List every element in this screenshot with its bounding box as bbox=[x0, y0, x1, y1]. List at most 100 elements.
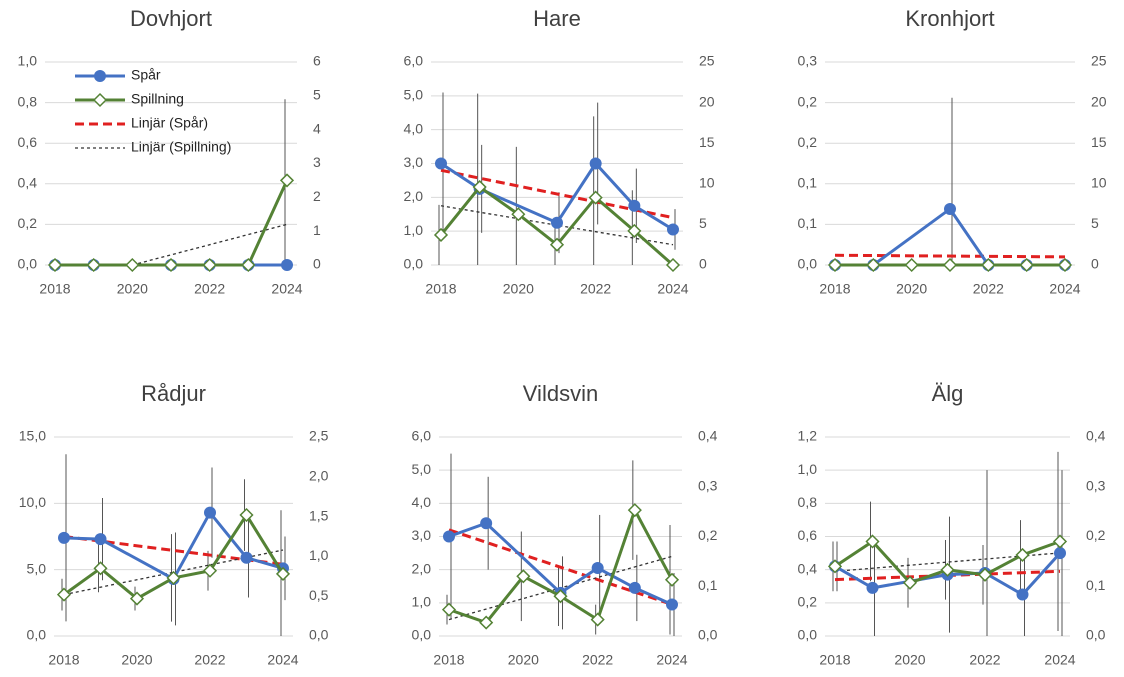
x-tick-label: 2024 bbox=[271, 281, 302, 297]
y-tick-label: 0,6 bbox=[798, 527, 818, 543]
trend-line bbox=[132, 223, 288, 266]
x-tick-label: 2020 bbox=[117, 281, 148, 297]
y-tick-label: 0,8 bbox=[798, 494, 818, 510]
marker bbox=[590, 612, 605, 627]
marker bbox=[56, 587, 72, 602]
y-tick-label: 6,0 bbox=[412, 428, 432, 444]
marker bbox=[279, 173, 295, 188]
marker bbox=[281, 259, 293, 271]
trend-line bbox=[834, 253, 1066, 259]
marker bbox=[204, 506, 216, 519]
y-tick-label: 0,0 bbox=[18, 256, 38, 272]
x-tick-label: 2022 bbox=[580, 281, 611, 297]
y2-tick-label: 1,5 bbox=[309, 507, 329, 523]
x-tick-label: 2018 bbox=[48, 652, 79, 668]
y-tick-label: 0,0 bbox=[798, 627, 818, 643]
marker bbox=[479, 615, 494, 630]
legend-label: Linjär (Spillning) bbox=[131, 139, 231, 155]
y-tick-label: 0,0 bbox=[412, 627, 432, 643]
legend-marker bbox=[92, 92, 108, 108]
y-tick-label: 4,0 bbox=[404, 120, 424, 136]
marker bbox=[553, 589, 568, 604]
y-tick-label: 5,0 bbox=[412, 461, 432, 477]
marker bbox=[435, 157, 447, 170]
y2-tick-label: 0,2 bbox=[1086, 527, 1106, 543]
marker bbox=[433, 227, 449, 243]
x-tick-label: 2018 bbox=[819, 652, 850, 668]
y2-tick-label: 0,1 bbox=[1086, 577, 1106, 593]
legend-label: Linjär (Spår) bbox=[131, 115, 208, 131]
marker bbox=[1057, 257, 1073, 273]
y2-tick-label: 20 bbox=[699, 93, 715, 109]
y-tick-label: 1,0 bbox=[404, 222, 424, 238]
marker bbox=[480, 517, 493, 530]
marker bbox=[1019, 257, 1034, 273]
marker bbox=[628, 581, 641, 594]
marker bbox=[516, 569, 531, 584]
marker bbox=[441, 602, 457, 617]
marker bbox=[627, 223, 642, 238]
marker bbox=[125, 257, 140, 273]
trend-line bbox=[448, 528, 673, 606]
marker bbox=[93, 561, 108, 576]
x-tick-label: 2024 bbox=[1049, 281, 1080, 297]
x-tick-label: 2022 bbox=[194, 281, 225, 297]
y-tick-label: 0,2 bbox=[18, 215, 38, 231]
y2-tick-label: 25 bbox=[699, 53, 715, 69]
y2-tick-label: 1 bbox=[313, 222, 321, 238]
y-tick-label: 2,0 bbox=[404, 188, 424, 204]
y-tick-label: 1,2 bbox=[798, 428, 818, 444]
y2-tick-label: 0,0 bbox=[309, 627, 329, 643]
y2-tick-label: 0,1 bbox=[698, 577, 718, 593]
marker bbox=[1015, 547, 1030, 562]
y2-tick-label: 15 bbox=[699, 134, 715, 150]
marker bbox=[240, 551, 253, 564]
marker bbox=[58, 531, 70, 544]
y2-tick-label: 0,4 bbox=[698, 428, 718, 444]
chart-title: Älg bbox=[932, 381, 964, 406]
x-tick-label: 2022 bbox=[969, 652, 1000, 668]
marker bbox=[667, 223, 679, 236]
chart-title: Vildsvin bbox=[523, 381, 598, 406]
y-tick-label: 0,4 bbox=[18, 175, 38, 191]
marker bbox=[865, 534, 880, 549]
y2-tick-label: 0 bbox=[313, 256, 321, 272]
marker bbox=[275, 566, 291, 581]
marker bbox=[944, 202, 956, 215]
marker bbox=[549, 237, 565, 252]
y2-tick-label: 10 bbox=[1091, 175, 1107, 191]
y2-tick-label: 6 bbox=[313, 53, 321, 69]
marker bbox=[977, 567, 993, 582]
x-tick-label: 2022 bbox=[194, 652, 225, 668]
y-tick-label: 15,0 bbox=[19, 428, 46, 444]
x-tick-label: 2024 bbox=[656, 652, 687, 668]
marker bbox=[940, 562, 955, 577]
y-tick-label: 0,2 bbox=[798, 93, 818, 109]
x-tick-label: 2022 bbox=[973, 281, 1004, 297]
marker bbox=[866, 581, 879, 594]
x-tick-label: 2018 bbox=[39, 281, 70, 297]
y-tick-label: 0,0 bbox=[27, 627, 47, 643]
y-tick-label: 6,0 bbox=[404, 53, 424, 69]
marker bbox=[664, 572, 680, 587]
marker bbox=[588, 190, 603, 205]
y2-tick-label: 2,5 bbox=[309, 428, 329, 444]
series-line bbox=[63, 509, 284, 581]
y2-tick-label: 0 bbox=[1091, 256, 1099, 272]
x-tick-label: 2020 bbox=[121, 652, 152, 668]
marker bbox=[591, 562, 604, 575]
legend-label: Spillning bbox=[131, 91, 184, 107]
y-tick-label: 0,0 bbox=[404, 256, 424, 272]
marker bbox=[241, 257, 256, 273]
x-tick-label: 2024 bbox=[1044, 652, 1075, 668]
series-line bbox=[440, 161, 674, 231]
marker bbox=[551, 216, 563, 229]
y2-tick-label: 3 bbox=[313, 154, 321, 170]
marker bbox=[1054, 547, 1066, 560]
marker bbox=[47, 257, 63, 273]
y2-tick-label: 2 bbox=[313, 188, 321, 204]
y2-tick-label: 4 bbox=[313, 120, 321, 136]
marker bbox=[239, 507, 254, 523]
marker bbox=[904, 257, 919, 273]
